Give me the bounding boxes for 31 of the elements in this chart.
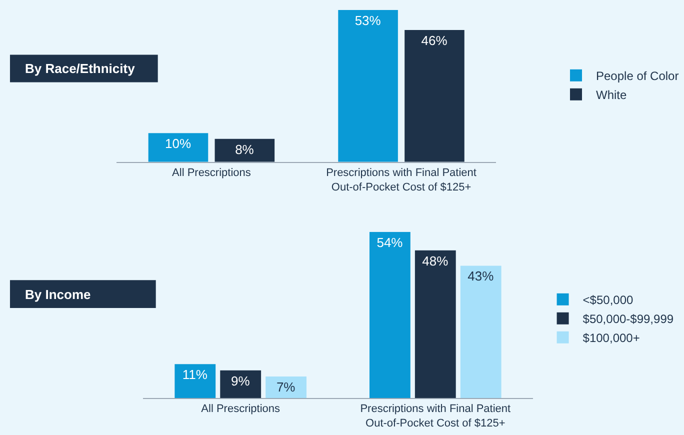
x-tick-label: Prescriptions with Final Patient Out-of-Pocket Cost of $125+ [360, 403, 511, 430]
data-label: 46% [421, 33, 448, 48]
data-label: 9% [230, 373, 250, 388]
data-label: 53% [354, 13, 382, 28]
x-tick-label: All Prescriptions [172, 167, 252, 180]
data-label: 7% [276, 379, 296, 394]
data-label: 48% [422, 253, 449, 268]
legend-label: People of Color [596, 69, 679, 84]
bar [338, 10, 398, 162]
bar [266, 376, 306, 398]
bar [414, 250, 456, 398]
text: By Race/Ethnicity [25, 61, 136, 76]
legend-label: $100,000+ [582, 331, 640, 346]
x-tick-label: All Prescriptions [201, 403, 281, 416]
bar [148, 133, 208, 162]
data-label: 43% [468, 268, 494, 284]
legend-label: <$50,000 [582, 293, 634, 308]
legend-label: White [596, 88, 627, 102]
data-label: 10% [165, 136, 192, 152]
bar [214, 138, 275, 162]
bar [404, 30, 464, 162]
bar [369, 232, 410, 398]
text: By Income [25, 287, 91, 302]
legend-label: $50,000-$99,999 [582, 312, 674, 326]
bar [460, 266, 502, 398]
data-label: 11% [182, 367, 208, 382]
bar [220, 370, 262, 398]
data-label: 54% [376, 234, 404, 250]
data-label: 8% [235, 142, 254, 157]
x-tick-label: Prescriptions with Final Patient Out-of-Pocket Cost of $125+ [326, 167, 476, 194]
bar [174, 364, 216, 398]
